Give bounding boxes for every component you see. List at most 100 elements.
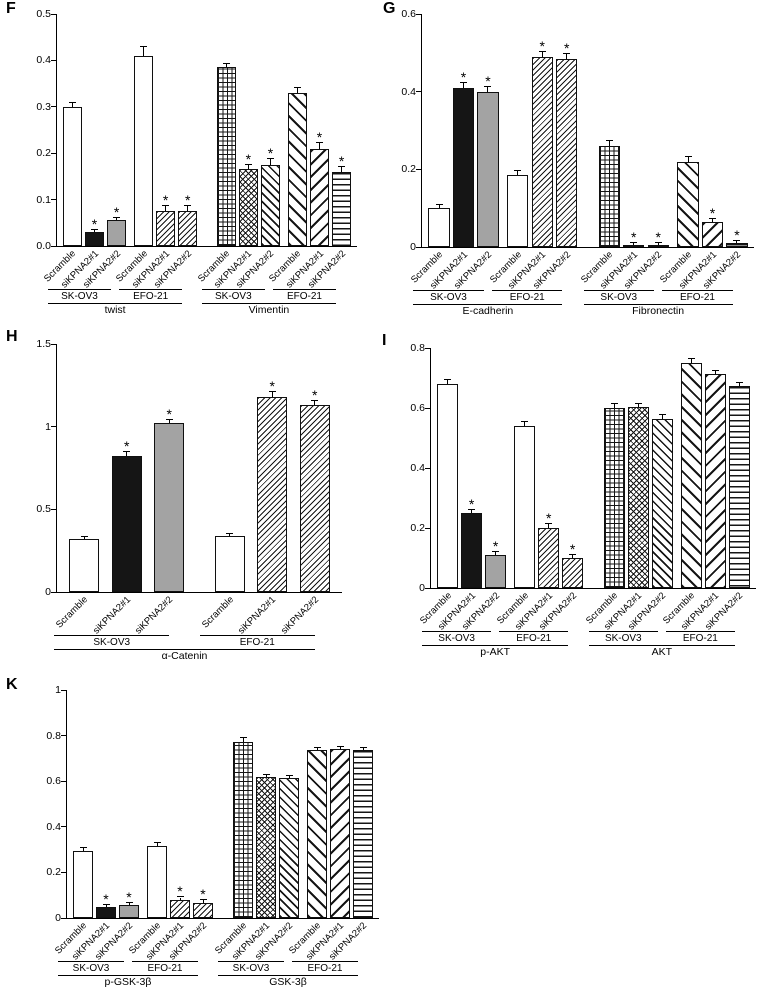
y-tick [416, 91, 422, 93]
bar-siKPNA2#1 [170, 899, 190, 918]
error-bar-cap [91, 228, 98, 230]
protein-label: Vimentin [248, 303, 290, 316]
protein-label: E-cadherin [462, 304, 514, 317]
y-tick-label: 0.5 [36, 503, 51, 516]
error-bar [94, 229, 95, 233]
y-tick-label: 0.5 [36, 8, 51, 20]
bar-siKPNA2#1 [238, 169, 258, 246]
significance-asterisk: * [545, 510, 552, 527]
error-bar-cap [709, 217, 716, 219]
error-bar [83, 537, 85, 540]
y-tick-label: 0 [55, 912, 61, 924]
bar-siKPNA2#2 [556, 58, 578, 247]
error-bar [105, 904, 107, 907]
group-underline [118, 289, 183, 291]
y-tick [425, 347, 431, 349]
bar-Scramble [507, 175, 529, 247]
bar-siKPNA2#2 [477, 91, 499, 247]
bar-siKPNA2#1 [531, 56, 553, 247]
error-bar-cap [266, 158, 274, 160]
error-bar-cap [634, 402, 642, 404]
y-tick-label: 0.6 [401, 8, 416, 20]
cell-line-label: SK-OV3 [600, 291, 638, 303]
bar-Scramble [147, 846, 167, 918]
cell-line-label: SK-OV3 [232, 962, 270, 974]
error-bar [314, 401, 316, 406]
y-tick [61, 871, 67, 874]
panel-letter-F: F [6, 0, 16, 17]
panel-F: F 0.5 0.4 0.3 0.2 0.1 0.0 * * * * * * * * Scramble siK… [6, 0, 363, 326]
panel-K: K 1 0.8 0.6 0.4 0.2 0 * * * * Scramble siKPNA2#1 si… [6, 676, 388, 998]
group-underline [58, 961, 124, 963]
bar-siKPNA2#2 [178, 211, 198, 246]
error-bar-cap [153, 841, 161, 843]
error-bar [71, 103, 73, 107]
error-bar-cap [605, 140, 613, 142]
error-bar [524, 421, 526, 426]
error-bar [225, 63, 227, 68]
cell-line-label: SK-OV3 [214, 290, 252, 302]
group-underline [272, 289, 337, 291]
panel-I: I 0.8 0.6 0.4 0.2 0 * * * * Scramble siKPNA2#1 siK… [382, 332, 766, 668]
bar-Scramble [287, 92, 307, 246]
significance-asterisk: * [91, 215, 98, 232]
y-tick [61, 735, 67, 737]
y-tick [61, 826, 67, 828]
error-bar [487, 87, 489, 92]
bar-siKPNA2#2 [279, 777, 299, 918]
bar-siKPNA2#1 [309, 148, 330, 246]
error-bar-cap [239, 736, 247, 738]
error-bar-cap [711, 369, 719, 371]
bar-siKPNA2#1 [452, 87, 475, 247]
bar-siKPNA2#2 [119, 905, 139, 918]
significance-asterisk: * [269, 377, 275, 394]
group-underline [422, 631, 491, 633]
bar-Scramble [214, 535, 245, 592]
protein-label: α-Catenin [161, 649, 208, 662]
error-bar [438, 205, 440, 209]
bar-siKPNA2#2 [260, 164, 281, 246]
cell-line-label: SK-OV3 [61, 290, 98, 302]
y-tick [51, 591, 57, 593]
error-bar-cap [226, 532, 234, 534]
bar-siKPNA2#2 [193, 903, 213, 918]
cell-line-label: EFO-21 [679, 291, 715, 303]
error-bar [714, 370, 716, 374]
bar-siKPNA2#1 [461, 513, 483, 588]
plot-area-G: 0.6 0.4 0.2 0 * * * * * * * * [401, 8, 754, 253]
error-bar [156, 842, 158, 847]
error-bar [341, 167, 343, 172]
y-tick-label: 0 [410, 241, 416, 253]
bar-siKPNA2#1 [96, 906, 116, 918]
bar-siKPNA2#1 [156, 211, 176, 246]
group-underline [413, 290, 484, 292]
significance-asterisk: * [123, 438, 130, 455]
y-tick [425, 527, 431, 529]
y-tick [51, 343, 57, 345]
error-bar-cap [654, 242, 662, 244]
y-tick [61, 689, 67, 691]
error-bar [202, 900, 204, 904]
significance-asterisk: * [162, 191, 169, 208]
bar-siKPNA2#2 [651, 418, 673, 588]
error-bar [517, 171, 519, 176]
error-bar [447, 380, 449, 384]
error-bar [128, 903, 130, 906]
panel-letter-K: K [6, 676, 18, 693]
protein-label: Fibronectin [632, 304, 685, 317]
error-bar [613, 404, 615, 408]
significance-asterisk: * [177, 883, 183, 900]
y-tick [51, 426, 57, 428]
error-bar-cap [113, 216, 121, 218]
significance-asterisk: * [166, 406, 172, 423]
error-bar [657, 243, 659, 246]
significance-asterisk: * [311, 387, 318, 404]
group-underline [199, 635, 315, 637]
error-bar [296, 88, 298, 93]
panel-letter-G: G [383, 0, 396, 17]
y-tick-label: 0.8 [46, 729, 61, 742]
error-bar-cap [492, 551, 500, 552]
error-bar-cap [630, 242, 638, 244]
cell-line-label: EFO-21 [147, 962, 183, 974]
error-bar [143, 47, 145, 56]
